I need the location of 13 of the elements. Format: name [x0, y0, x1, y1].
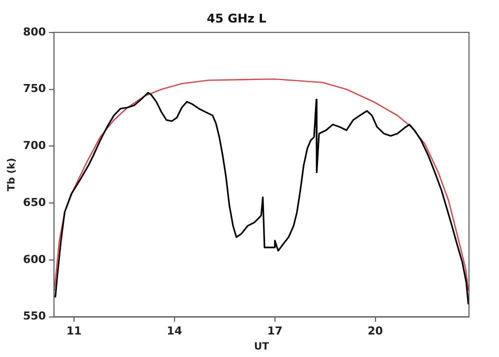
y-tick-label: 700 — [22, 139, 46, 152]
x-tick-label: 17 — [267, 324, 283, 338]
y-tick-label: 550 — [22, 310, 46, 323]
y-tick-label: 650 — [22, 196, 46, 209]
y-tick-label: 600 — [22, 252, 46, 266]
x-tick-label: 14 — [166, 324, 182, 338]
x-tick-label: 11 — [66, 324, 82, 338]
chart-title: 45 GHz L — [206, 11, 267, 26]
y-tick-label: 750 — [22, 82, 46, 96]
y-tick-label: 800 — [22, 25, 46, 38]
x-axis-title: UT — [254, 342, 270, 353]
x-tick-label: 20 — [368, 324, 384, 338]
y-axis-title: Tb (k) — [6, 158, 18, 192]
